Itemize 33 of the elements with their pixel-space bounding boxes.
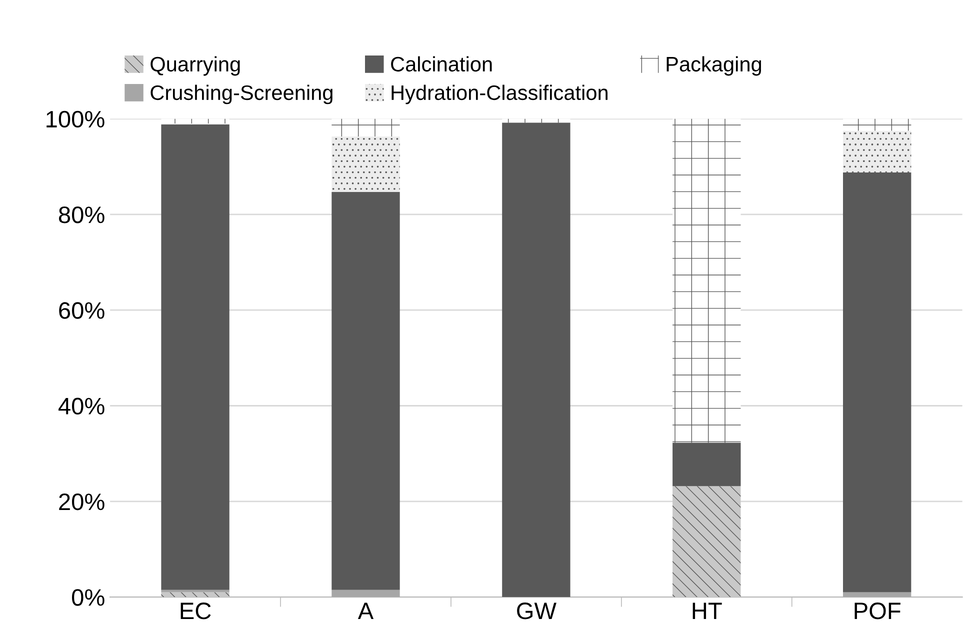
y-tick-label: 60% — [59, 302, 104, 319]
x-tick-label: A — [358, 602, 374, 620]
legend-label: Packaging — [666, 56, 762, 76]
y-tick-label: 40% — [58, 398, 104, 415]
bar — [332, 590, 400, 598]
legend-label: Crushing-Screening — [150, 84, 332, 104]
bar — [332, 118, 400, 136]
y-tick-label: 80% — [58, 206, 104, 224]
x-tick-label: HT — [692, 602, 722, 620]
x-tick-label: EC — [180, 602, 211, 620]
bar — [161, 590, 230, 592]
bar — [842, 592, 912, 598]
y-tick-label: 20% — [59, 493, 104, 510]
bar — [672, 486, 741, 598]
legend-label: Calcination — [391, 56, 492, 72]
bar — [332, 192, 400, 590]
bar — [332, 136, 400, 192]
y-tick-label: 0% — [72, 589, 104, 606]
x-tick-label: GW — [517, 602, 556, 620]
bar — [161, 124, 230, 590]
x-tick-label: POF — [854, 602, 900, 620]
bar — [502, 118, 570, 123]
legend-label: Hydration-Classification — [392, 84, 608, 104]
bar — [502, 122, 570, 598]
bar — [672, 442, 741, 486]
bar — [161, 592, 230, 598]
legend-label: Quarrying — [150, 56, 240, 76]
y-tick-label: 100% — [46, 110, 104, 128]
bar — [842, 130, 912, 172]
bar — [161, 118, 230, 124]
bar — [672, 118, 741, 443]
bar — [842, 172, 912, 592]
bar — [842, 118, 912, 131]
